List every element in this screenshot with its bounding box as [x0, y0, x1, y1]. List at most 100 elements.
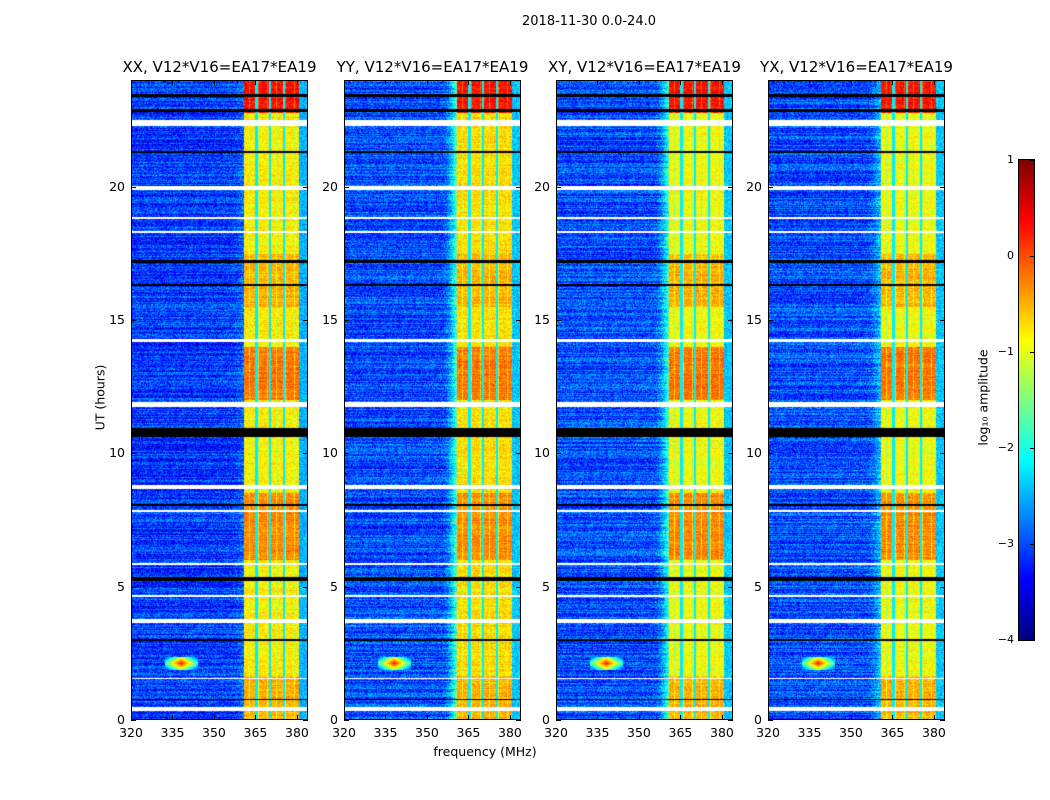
colorbar-tick-mark [1030, 352, 1034, 353]
x-tick-mark [426, 80, 428, 85]
x-tick-mark [296, 715, 298, 720]
y-tick-label: 20 [746, 178, 762, 194]
colorbar-tick-label: −1 [997, 345, 1014, 358]
y-tick-mark [768, 720, 773, 721]
y-tick-label: 5 [117, 578, 125, 594]
colorbar-tick-mark [1030, 544, 1034, 545]
y-tick-mark [131, 320, 136, 321]
y-tick-mark [303, 586, 308, 588]
y-tick-mark [516, 320, 521, 321]
x-tick-label: 350 [839, 725, 863, 740]
x-tick-mark [172, 715, 174, 720]
y-tick-mark [131, 720, 136, 721]
x-tick-label: 335 [373, 725, 398, 740]
x-tick-mark [255, 715, 257, 720]
x-tick-label: 335 [585, 725, 610, 740]
x-tick-mark [892, 80, 894, 85]
y-tick-label: 20 [322, 178, 338, 194]
y-tick-mark [728, 186, 733, 188]
x-tick-label: 380 [922, 725, 946, 740]
y-tick-label: 10 [746, 445, 762, 461]
x-tick-mark [344, 80, 345, 85]
y-tick-mark [131, 186, 136, 188]
x-tick-mark [213, 80, 215, 85]
colorbar-tick-mark [1030, 256, 1034, 257]
colorbar-gradient [1019, 160, 1034, 640]
y-tick-mark [516, 586, 521, 588]
x-tick-mark [721, 80, 723, 85]
x-tick-mark [850, 80, 852, 85]
y-tick-mark [768, 320, 773, 321]
y-tick-label: 0 [754, 712, 762, 727]
x-tick-mark [892, 715, 894, 720]
x-tick-mark [131, 80, 132, 85]
heatmap-panel-0 [131, 80, 308, 720]
y-tick-label: 5 [754, 578, 762, 594]
y-tick-mark [131, 586, 136, 588]
x-tick-mark [344, 715, 345, 720]
y-tick-mark [344, 186, 349, 188]
figure-title: 2018-11-30 0.0-24.0 [522, 14, 656, 29]
x-tick-label: 380 [498, 725, 522, 740]
y-axis-label: UT (hours) [92, 364, 108, 431]
heatmap-image [769, 81, 944, 719]
x-tick-mark [933, 715, 935, 720]
x-axis-label: frequency (MHz) [433, 744, 537, 759]
colorbar-tick-mark [1030, 160, 1034, 161]
y-tick-mark [344, 453, 349, 455]
x-tick-mark [809, 715, 811, 720]
y-tick-label: 10 [109, 445, 125, 461]
x-tick-label: 350 [202, 725, 226, 740]
colorbar-tick-mark [1030, 640, 1034, 641]
y-tick-mark [768, 586, 773, 588]
y-tick-label: 10 [534, 445, 550, 461]
y-tick-label: 0 [330, 712, 338, 727]
heatmap-panel-3 [768, 80, 945, 720]
y-tick-mark [344, 320, 349, 321]
x-tick-mark [213, 715, 215, 720]
y-tick-label: 15 [109, 312, 125, 327]
x-tick-mark [768, 715, 769, 720]
colorbar-tick-mark [1030, 448, 1034, 449]
x-tick-mark [385, 715, 387, 720]
y-tick-label: 15 [534, 312, 550, 327]
colorbar-tick-label: 1 [1007, 153, 1014, 166]
heatmap-panel-1 [344, 80, 521, 720]
x-tick-mark [768, 80, 769, 85]
x-tick-mark [296, 80, 298, 85]
x-tick-mark [385, 80, 387, 85]
colorbar-tick-label: −3 [997, 537, 1014, 550]
x-tick-label: 350 [415, 725, 439, 740]
panel-title: XX, V12*V16=EA17*EA19 [122, 58, 317, 76]
y-tick-mark [344, 586, 349, 588]
y-tick-label: 5 [330, 578, 338, 594]
x-tick-mark [638, 715, 640, 720]
x-tick-mark [809, 80, 811, 85]
y-tick-mark [728, 453, 733, 455]
y-tick-mark [940, 320, 945, 321]
y-tick-label: 20 [109, 178, 125, 194]
x-tick-mark [172, 80, 174, 85]
y-tick-mark [516, 720, 521, 721]
y-tick-mark [940, 586, 945, 588]
y-tick-mark [556, 453, 561, 455]
heatmap-image [345, 81, 520, 719]
x-tick-mark [680, 715, 682, 720]
x-tick-label: 365 [456, 725, 481, 740]
y-tick-mark [728, 586, 733, 588]
x-tick-mark [468, 715, 470, 720]
x-tick-label: 365 [668, 725, 693, 740]
colorbar-label: log₁₀ amplitude [975, 349, 991, 446]
x-tick-mark [556, 80, 557, 85]
x-tick-mark [933, 80, 935, 85]
heatmap-panel-2 [556, 80, 733, 720]
panel-title: XY, V12*V16=EA17*EA19 [548, 58, 741, 76]
x-tick-label: 380 [710, 725, 734, 740]
x-tick-mark [255, 80, 257, 85]
y-tick-mark [303, 453, 308, 455]
y-tick-mark [516, 453, 521, 455]
y-tick-mark [303, 720, 308, 721]
y-tick-mark [940, 186, 945, 188]
y-tick-mark [344, 720, 349, 721]
panel-title: YX, V12*V16=EA17*EA19 [760, 58, 953, 76]
